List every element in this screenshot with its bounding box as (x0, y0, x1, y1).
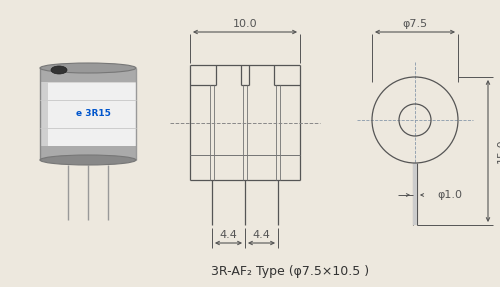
Text: φ1.0: φ1.0 (437, 190, 462, 200)
Bar (413, 163, 417, 225)
Text: 3R-AF₂ Type (φ7.5×10.5 ): 3R-AF₂ Type (φ7.5×10.5 ) (211, 265, 369, 278)
Ellipse shape (40, 155, 136, 165)
Bar (40, 68, 136, 82)
Text: φ7.5: φ7.5 (402, 19, 427, 29)
Text: 10.0: 10.0 (232, 19, 258, 29)
Bar (40, 82, 136, 146)
Text: 4.4: 4.4 (252, 230, 270, 240)
Text: 15.0: 15.0 (497, 139, 500, 163)
Bar (40, 146, 136, 160)
Text: e 3R15: e 3R15 (76, 110, 110, 119)
Ellipse shape (51, 66, 67, 74)
Ellipse shape (40, 63, 136, 73)
Bar (40, 82, 48, 146)
Text: 4.4: 4.4 (220, 230, 238, 240)
